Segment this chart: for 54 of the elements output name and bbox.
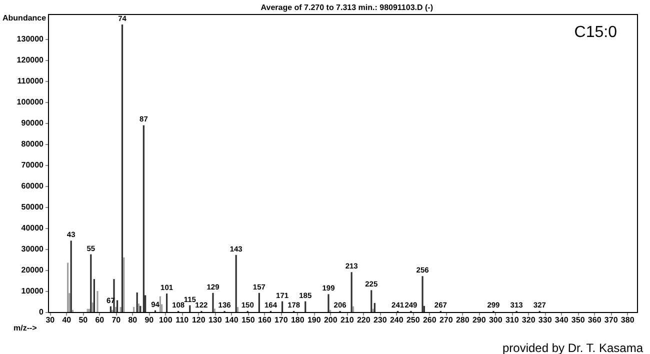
x-tick-label: 50 xyxy=(78,316,88,324)
x-tick-label: 370 xyxy=(604,316,618,324)
x-tick-label: 180 xyxy=(290,316,305,324)
x-tick-label: 380 xyxy=(620,316,635,324)
x-tick-label: 200 xyxy=(324,316,338,324)
x-tick-label: 280 xyxy=(456,316,470,324)
x-tick-label: 290 xyxy=(472,316,486,324)
x-tick-label: 300 xyxy=(488,316,503,324)
y-tick-label: 130000 xyxy=(16,34,44,44)
x-tick-label: 240 xyxy=(390,316,404,324)
x-tick-label: 30 xyxy=(46,316,56,324)
y-tick-label: 70000 xyxy=(21,160,44,170)
x-tick-label: 360 xyxy=(588,316,602,324)
x-tick-label: 140 xyxy=(224,316,239,324)
x-tick-label: 250 xyxy=(406,316,420,324)
y-tick-label: 90000 xyxy=(21,118,44,128)
annotation: C15:0 xyxy=(574,24,618,41)
x-tick-label: 160 xyxy=(258,316,272,324)
y-tick-label: 80000 xyxy=(21,140,44,149)
x-tick-label: 130 xyxy=(208,316,222,324)
x-tick-label: 340 xyxy=(554,316,569,324)
y-tick-label: 40000 xyxy=(21,224,44,233)
chart-title: Average of 7.270 to 7.313 min.: 98091103.D (-) xyxy=(260,3,434,12)
y-tick-label: 30000 xyxy=(21,244,44,254)
x-tick-label: 220 xyxy=(356,316,371,324)
x-axis-title: m/z--> xyxy=(14,324,38,332)
y-tick-label: 20000 xyxy=(21,266,44,275)
x-tick-label: 100 xyxy=(158,316,173,324)
x-tick-label: 60 xyxy=(95,316,105,324)
x-tick-label: 90 xyxy=(144,316,154,324)
x-tick-label: 170 xyxy=(274,316,288,324)
x-tick-label: 320 xyxy=(522,316,536,324)
y-tick-label: 50000 xyxy=(21,202,44,212)
y-tick-label: 120000 xyxy=(16,56,44,65)
y-tick-label: 0 xyxy=(39,308,44,316)
x-tick-label: 260 xyxy=(422,316,437,324)
x-tick-label: 40 xyxy=(62,316,72,324)
x-tick-label: 150 xyxy=(241,316,256,324)
x-tick-label: 120 xyxy=(192,316,206,324)
y-axis-title: Abundance xyxy=(2,14,47,22)
x-tick-label: 210 xyxy=(340,316,354,324)
x-tick-label: 110 xyxy=(176,316,190,324)
x-tick-label: 230 xyxy=(373,316,388,324)
y-tick-label: 100000 xyxy=(16,98,44,107)
y-tick-label: 110000 xyxy=(17,76,44,86)
x-tick-label: 350 xyxy=(571,316,586,324)
x-tick-label: 310 xyxy=(505,316,520,324)
x-tick-label: 270 xyxy=(439,316,454,324)
x-tick-label: 190 xyxy=(307,316,322,324)
x-tick-label: 70 xyxy=(112,316,122,324)
y-tick-label: 10000 xyxy=(21,286,44,296)
x-tick-label: 80 xyxy=(128,316,138,324)
x-tick-label: 330 xyxy=(538,316,552,324)
y-tick-label: 60000 xyxy=(21,182,44,191)
